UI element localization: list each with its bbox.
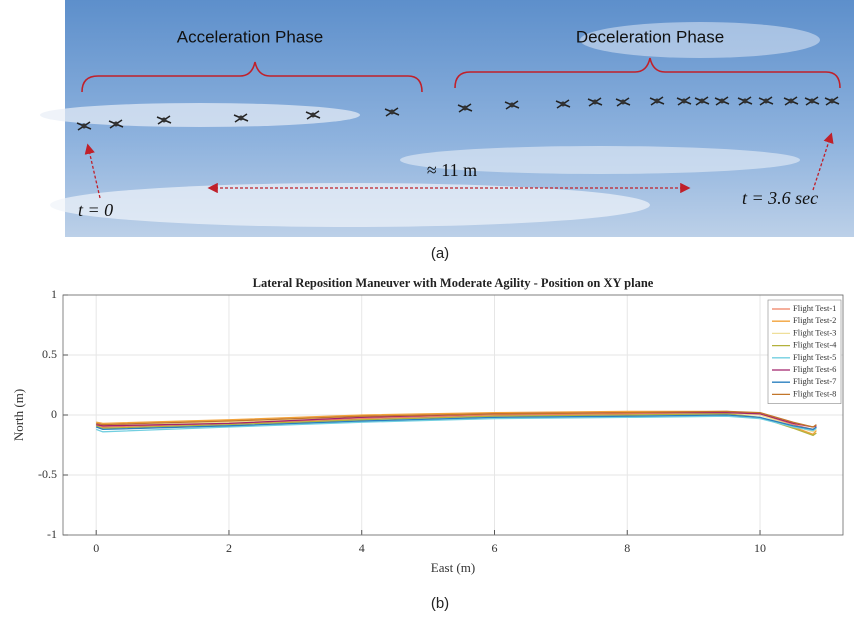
y-tick-label: -0.5 xyxy=(38,467,57,481)
photo: Acceleration Phase Deceleration Phase ≈ … xyxy=(40,0,854,237)
series-line xyxy=(95,414,817,431)
drones xyxy=(76,96,840,131)
x-axis-label: East (m) xyxy=(431,560,475,575)
phase-label: Acceleration Phase xyxy=(177,27,323,46)
legend-label: Flight Test-3 xyxy=(793,327,836,337)
y-tick-label: 0 xyxy=(51,407,57,421)
drone-body xyxy=(81,123,87,129)
start-arrow xyxy=(84,143,101,199)
drone-body xyxy=(161,117,167,123)
chart-title: Lateral Reposition Maneuver with Moderat… xyxy=(253,276,654,290)
x-tick-label: 4 xyxy=(359,541,365,555)
legend-box xyxy=(767,299,842,404)
drone-body xyxy=(113,121,119,127)
phase-label: Deceleration Phase xyxy=(576,27,724,46)
drone-body xyxy=(592,99,598,105)
x-tick-label: 8 xyxy=(624,541,630,555)
legend-label: Flight Test-5 xyxy=(793,352,836,362)
drone-body xyxy=(620,99,626,105)
series-line xyxy=(96,410,817,428)
y-tick-label: -1 xyxy=(47,527,57,541)
drone-body xyxy=(238,115,244,121)
drone-body xyxy=(509,102,515,108)
plot-frame xyxy=(62,294,844,536)
drone-body xyxy=(829,98,835,104)
x-tick-label: 10 xyxy=(754,541,766,555)
chart: 0 2 4 6 8 10 -1 -0.5 0 0.5 1 Lateral Reposition Man… xyxy=(11,276,844,612)
cloud xyxy=(50,183,650,227)
drone-body xyxy=(654,98,660,104)
cloud xyxy=(400,146,800,174)
x-tick-label: 0 xyxy=(93,541,99,555)
y-axis-label: North (m) xyxy=(11,389,26,441)
drone-body xyxy=(719,98,725,104)
brace xyxy=(81,61,423,93)
legend-label: Flight Test-1 xyxy=(793,303,836,313)
legend-label: Flight Test-2 xyxy=(793,315,836,325)
caption: (b) xyxy=(431,595,449,612)
drone-body xyxy=(310,112,316,118)
drone-body xyxy=(699,98,705,104)
y-tick-label: 1 xyxy=(51,287,57,301)
caption: (a) xyxy=(431,245,449,262)
series-line xyxy=(95,415,817,433)
drone-body xyxy=(788,98,794,104)
legend-label: Flight Test-6 xyxy=(793,364,836,374)
time-label: t = 0 xyxy=(78,200,113,220)
x-tick-label: 6 xyxy=(491,541,497,555)
drone-body xyxy=(462,105,468,111)
cloud xyxy=(580,22,820,58)
time-label: t = 3.6 sec xyxy=(742,188,818,208)
drone-body xyxy=(809,98,815,104)
legend-label: Flight Test-4 xyxy=(793,340,837,350)
series-line xyxy=(95,413,817,437)
brace xyxy=(454,57,841,89)
drone-body xyxy=(742,98,748,104)
legend-label: Flight Test-7 xyxy=(793,376,836,386)
series-line xyxy=(96,410,817,435)
distance-label: ≈ 11 m xyxy=(427,160,477,180)
x-tick-label: 2 xyxy=(226,541,232,555)
legend-label: Flight Test-8 xyxy=(793,388,836,398)
drone-body xyxy=(681,98,687,104)
y-tick-label: 0.5 xyxy=(42,347,57,361)
drone-body xyxy=(763,98,769,104)
drone-body xyxy=(560,101,566,107)
drone-body xyxy=(389,109,395,115)
